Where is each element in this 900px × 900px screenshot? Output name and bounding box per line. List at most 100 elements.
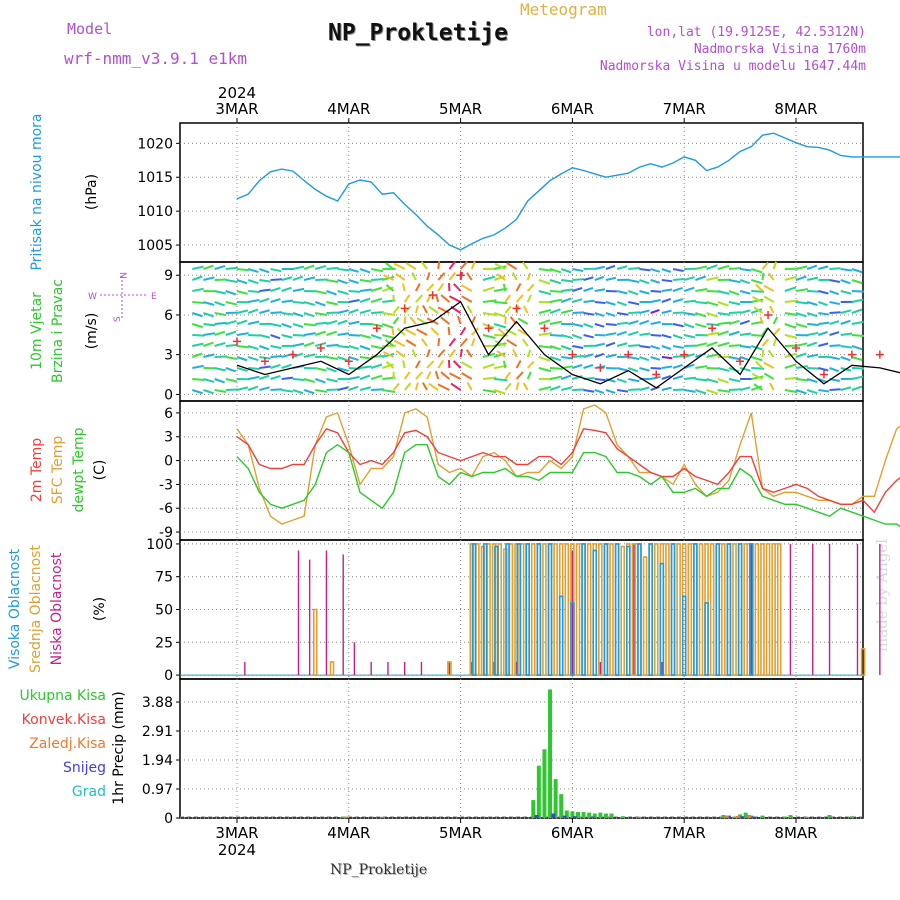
wind-arrow [440,316,451,325]
cloud-bar [447,661,452,676]
wind-arrow [411,272,417,281]
wind-arrow [447,359,451,369]
wind-arrow [203,264,214,270]
wind-arrow [829,301,841,306]
wind-arrow [270,345,282,350]
wind-arrow [259,309,270,314]
wind-arrow [672,354,685,358]
wind-arrow [314,301,326,307]
wind-arrow [840,386,852,391]
cloud-bar [631,543,637,676]
wind-arrow [672,375,684,380]
wind-arrow [370,374,383,380]
wind-arrow [281,312,294,316]
wind-arrow [203,332,216,336]
wind-arrow [461,295,473,303]
wind-arrow [337,319,348,325]
compass-north: N [117,272,127,279]
wind-arrow [772,327,781,336]
wind-arrow [829,267,841,270]
wind-arrow [382,389,396,393]
wind-arrow [326,356,339,361]
wind-arrow [405,262,417,270]
wind-arrow [259,345,270,351]
wind-arrow [549,279,562,285]
wind-arrow [504,371,512,380]
wind-arrow [515,294,524,303]
wind-arrow [549,290,563,293]
wind-arrow [493,312,506,318]
wind-arrow [281,376,294,380]
wind-arrow [214,367,226,372]
wind-arrow [795,342,808,347]
wind-arrow [248,290,261,294]
wind-arrow [661,345,672,350]
wind-arrow [521,261,529,270]
wind-arrow [538,332,552,336]
wind-arrow [650,345,661,350]
cloud-bar [575,543,581,676]
wind-arrow [795,312,807,318]
wind-arrow [493,275,506,281]
wind-arrow [470,261,476,270]
wind-arrow [739,309,751,314]
wind-arrow [706,323,720,327]
cloud-bar [625,545,631,676]
wind-arrow [661,309,672,314]
precip-bar [570,811,575,818]
cloud-bar [698,543,704,676]
wind-gust-marker [596,363,605,372]
y-tick-label: 9 [164,268,173,284]
wind-arrow [191,389,203,395]
wind-arrow [594,288,606,292]
wind-arrow [214,312,227,316]
low-cloud-axis-label: Niska Oblacnost [49,552,65,665]
wind-arrow [561,356,574,360]
wind-arrow [526,349,532,358]
precip-bar [721,815,726,818]
precip-legend-item: Snijeg [63,760,106,776]
wind-gust-marker [792,344,800,353]
wind-arrow [225,279,238,283]
precip-bar [559,794,564,818]
wind-arrow [482,389,497,394]
cloud-bar [542,543,547,676]
cloud-bar [754,543,760,676]
wind-arrow [437,260,441,270]
wind-arrow [706,312,718,318]
wind-arrow [616,290,628,295]
wind-arrow [259,374,270,380]
temp-unit-label: (C) [92,460,108,481]
wind-arrow [807,323,819,326]
wind-arrow [303,332,316,336]
wind-arrow [502,283,507,292]
wind-arrow [326,319,338,325]
wind-arrow [683,323,695,329]
cloud-bar [581,543,586,676]
wind-arrow [370,345,384,350]
wind-arrow [512,272,518,281]
compass-south: S [113,316,123,322]
wind-arrow [616,378,627,384]
wind-arrow [515,360,522,369]
wind-arrow [385,262,395,270]
wind-arrow [538,268,553,272]
wind-arrow [405,339,417,347]
wind-arrow [818,301,828,307]
precip-bar [827,815,832,818]
pressure-axis-label: Pritisak na nivou mora [29,113,45,270]
wind-arrow [572,311,584,314]
wind-arrow [840,332,853,336]
cloud-bar [860,648,866,676]
wind-arrow [806,301,818,306]
wind-arrow [192,301,205,304]
cloud-bar [665,543,670,676]
cloud-bar [760,543,765,676]
wind-arrow [459,348,463,358]
precip-bar [564,810,569,818]
wind-arrow [605,323,617,327]
wind-arrow [605,341,616,347]
wind-arrow [370,334,382,340]
wind-arrow [192,287,204,292]
station-title: NP_Prokletije [328,20,509,46]
